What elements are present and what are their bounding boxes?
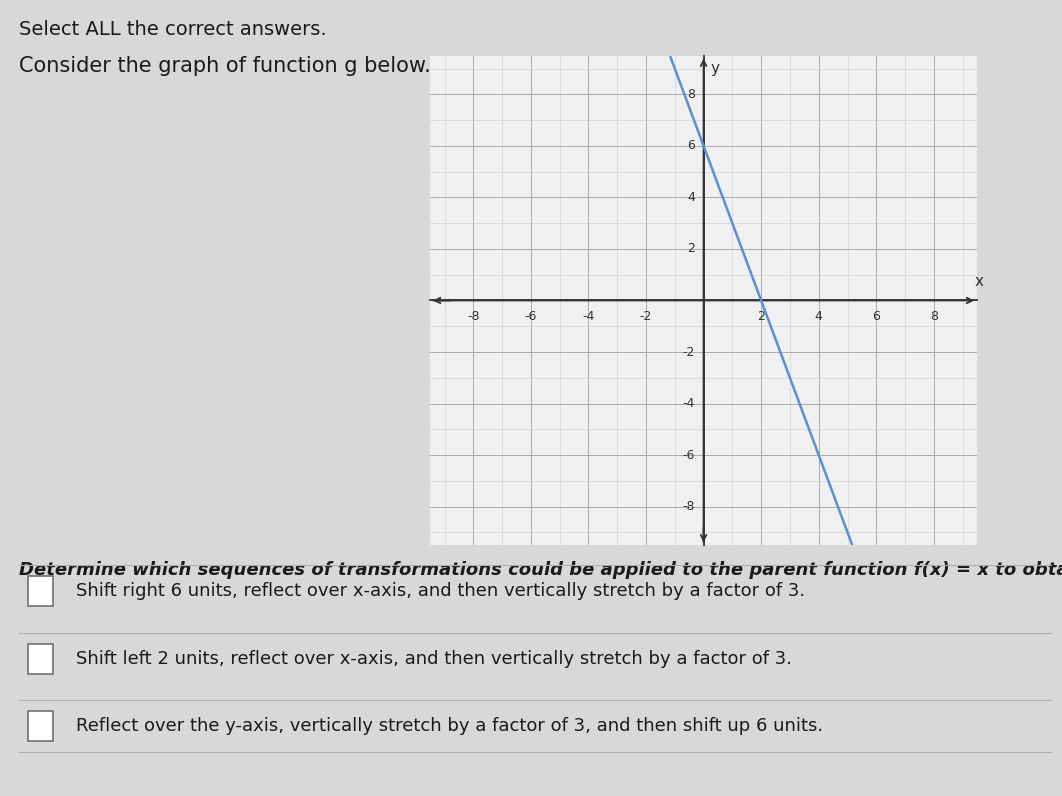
Text: x: x [974,274,983,289]
Text: -8: -8 [683,500,695,513]
Text: y: y [710,60,720,76]
Text: Determine which sequences of transformations could be applied to the parent func: Determine which sequences of transformat… [19,561,1062,579]
Text: -2: -2 [639,310,652,322]
Text: 2: 2 [757,310,765,322]
Text: -4: -4 [683,397,695,410]
Text: -6: -6 [683,449,695,462]
Text: 4: 4 [815,310,823,322]
Text: 4: 4 [687,191,695,204]
Text: 6: 6 [872,310,880,322]
FancyBboxPatch shape [28,576,53,607]
Text: Consider the graph of function g below.: Consider the graph of function g below. [19,56,431,76]
FancyBboxPatch shape [28,643,53,673]
Text: Shift right 6 units, reflect over x-axis, and then vertically stretch by a facto: Shift right 6 units, reflect over x-axis… [76,582,806,600]
Text: Reflect over the y-axis, vertically stretch by a factor of 3, and then shift up : Reflect over the y-axis, vertically stre… [76,717,824,736]
Text: 6: 6 [687,139,695,152]
Text: -6: -6 [525,310,537,322]
Text: Select ALL the correct answers.: Select ALL the correct answers. [19,20,327,39]
Text: Shift left 2 units, reflect over x-axis, and then vertically stretch by a factor: Shift left 2 units, reflect over x-axis,… [76,650,792,668]
Text: 2: 2 [687,243,695,256]
Text: 8: 8 [930,310,938,322]
Text: 8: 8 [687,88,695,101]
Text: -2: -2 [683,345,695,358]
FancyBboxPatch shape [28,712,53,742]
Text: -4: -4 [582,310,595,322]
Text: -8: -8 [467,310,480,322]
